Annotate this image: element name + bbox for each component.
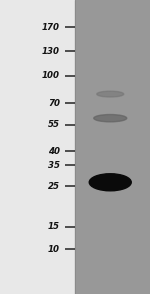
Bar <box>0 0 75 294</box>
Text: 130: 130 <box>42 47 60 56</box>
Text: 35: 35 <box>48 161 60 170</box>
Text: 10: 10 <box>48 245 60 254</box>
Text: 25: 25 <box>48 182 60 191</box>
Bar <box>75 0 150 294</box>
Text: 55: 55 <box>48 120 60 129</box>
Text: 170: 170 <box>42 23 60 31</box>
Text: 70: 70 <box>48 99 60 108</box>
Text: 40: 40 <box>48 147 60 156</box>
Ellipse shape <box>97 91 124 97</box>
Text: 100: 100 <box>42 71 60 80</box>
Text: 15: 15 <box>48 223 60 231</box>
Ellipse shape <box>89 174 131 191</box>
Ellipse shape <box>94 115 127 122</box>
